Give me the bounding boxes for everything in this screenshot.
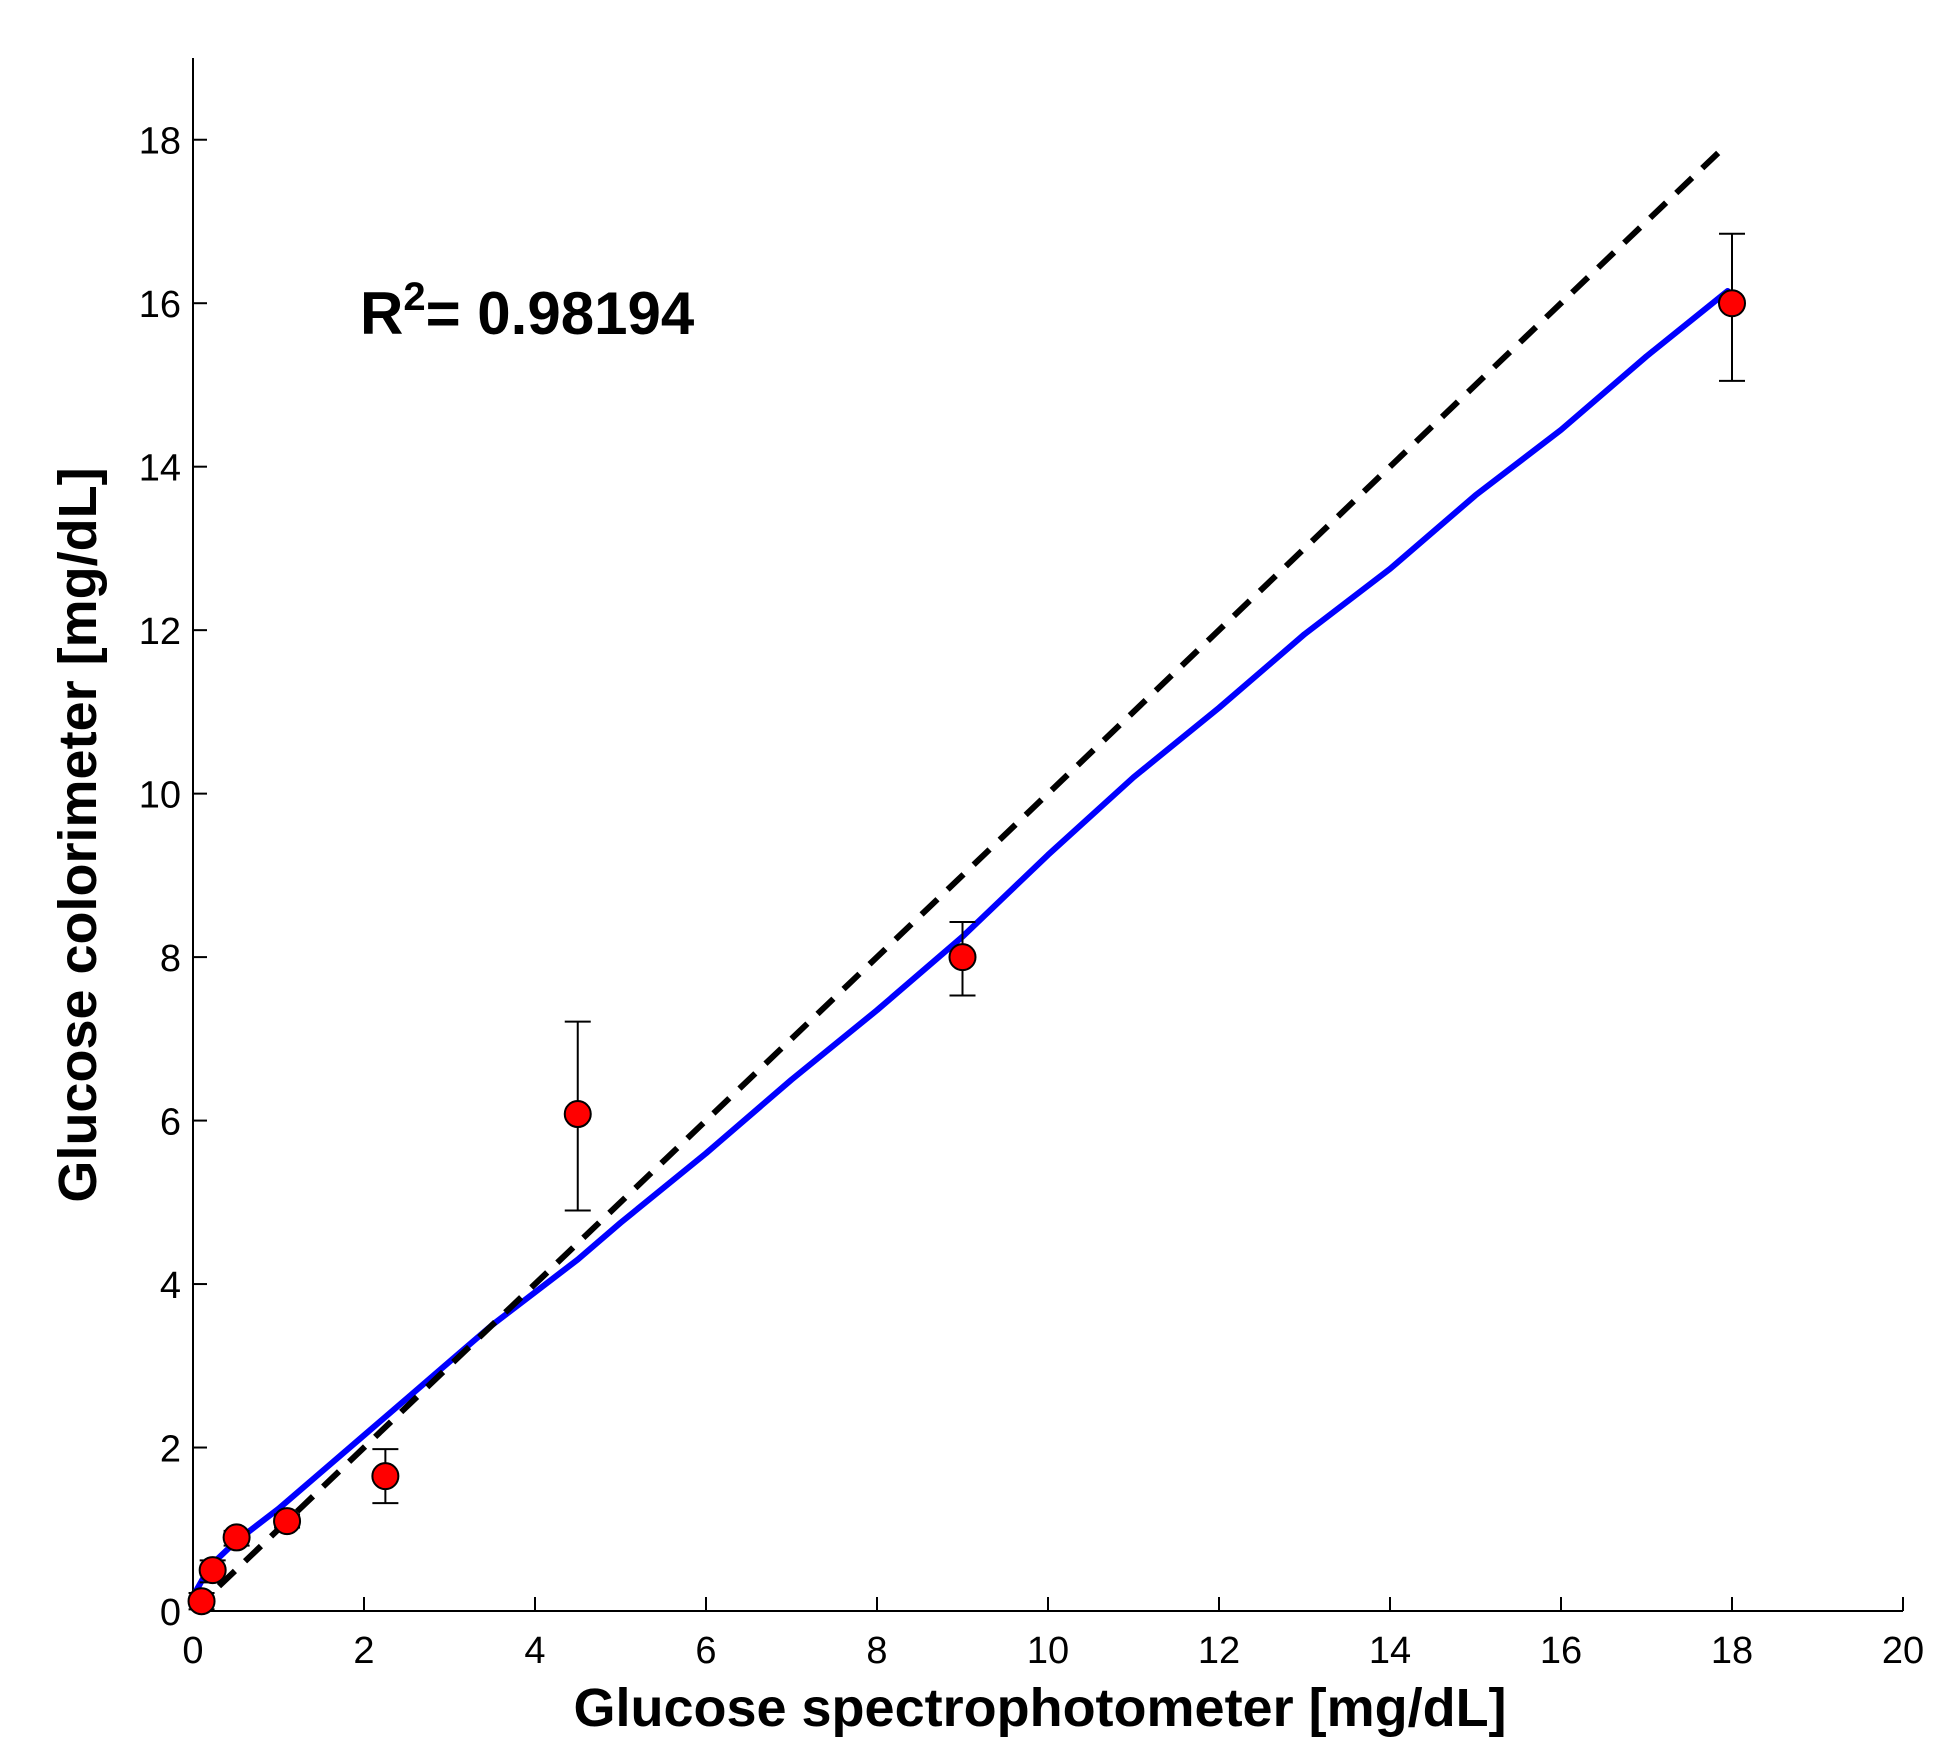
data-point-group bbox=[187, 1587, 216, 1616]
fit-line bbox=[190, 288, 1731, 1600]
x-tick-label: 18 bbox=[1711, 1630, 1753, 1672]
y-tick-label: 14 bbox=[139, 448, 181, 490]
y-tick-label: 2 bbox=[160, 1429, 181, 1471]
data-point-group bbox=[222, 1523, 251, 1552]
x-tick-label: 4 bbox=[524, 1630, 545, 1672]
data-point bbox=[563, 1100, 592, 1129]
y-tick-label: 16 bbox=[139, 284, 181, 326]
y-tick-label: 8 bbox=[160, 938, 181, 980]
y-tick-label: 4 bbox=[160, 1265, 181, 1307]
r2-annotation: R2= 0.98194 bbox=[360, 275, 695, 347]
y-tick-label: 6 bbox=[160, 1102, 181, 1144]
series-layer bbox=[187, 141, 1746, 1616]
data-point-group bbox=[273, 1507, 302, 1536]
x-tick-label: 2 bbox=[353, 1630, 374, 1672]
data-point bbox=[371, 1462, 400, 1491]
data-point bbox=[273, 1507, 302, 1536]
y-tick-label: 10 bbox=[139, 775, 181, 817]
r2-superscript: 2 bbox=[403, 275, 425, 319]
data-point-group bbox=[198, 1556, 227, 1585]
x-tick-label: 14 bbox=[1369, 1630, 1411, 1672]
data-point bbox=[222, 1523, 251, 1552]
data-point bbox=[948, 943, 977, 972]
data-point bbox=[187, 1587, 216, 1616]
data-point-group bbox=[371, 1448, 400, 1505]
y-tick-label: 12 bbox=[139, 611, 181, 653]
x-tick-label: 20 bbox=[1882, 1630, 1924, 1672]
data-point-group bbox=[1718, 232, 1746, 382]
x-tick-label: 10 bbox=[1027, 1630, 1069, 1672]
identity-line bbox=[190, 141, 1730, 1614]
r2-prefix: R bbox=[360, 280, 403, 347]
data-point bbox=[1718, 289, 1746, 318]
data-point-group bbox=[563, 1020, 592, 1212]
data-point-group bbox=[948, 920, 977, 997]
data-point bbox=[198, 1556, 227, 1585]
y-tick-label: 0 bbox=[160, 1592, 181, 1634]
x-axis-title: Glucose spectrophotometer [mg/dL] bbox=[573, 1678, 1506, 1738]
r2-value: = 0.98194 bbox=[426, 280, 695, 347]
x-tick-label: 12 bbox=[1198, 1630, 1240, 1672]
x-tick-label: 16 bbox=[1540, 1630, 1582, 1672]
x-tick-label: 6 bbox=[695, 1630, 716, 1672]
y-axis-title: Glucose colorimeter [mg/dL] bbox=[48, 467, 108, 1202]
x-tick-label: 8 bbox=[866, 1630, 887, 1672]
axes: 0 2 4 6 8 10 12 14 16 18 20 0 2 4 6 8 10 12 14 16 18 bbox=[139, 58, 1924, 1672]
y-tick-label: 18 bbox=[139, 121, 181, 163]
x-tick-label: 0 bbox=[182, 1630, 203, 1672]
